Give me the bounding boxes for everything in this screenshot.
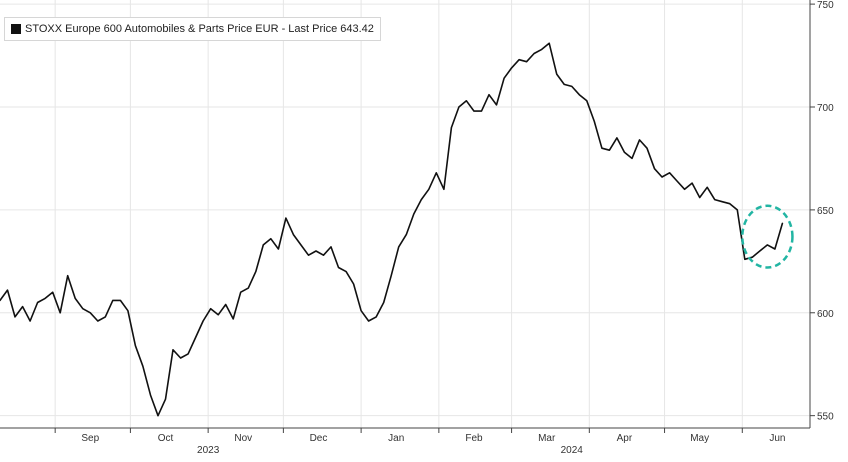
x-month-label: Dec — [310, 433, 328, 444]
x-month-label: Feb — [465, 433, 483, 444]
x-month-label: Mar — [538, 433, 556, 444]
x-month-label: May — [690, 433, 709, 444]
y-tick-label: 700 — [817, 103, 834, 114]
legend: STOXX Europe 600 Automobiles & Parts Pri… — [4, 17, 381, 41]
highlight-circle — [741, 204, 794, 269]
series-layer — [0, 42, 784, 417]
axis-layer: 550 600 650 700 750 Sep Oct Nov Dec Jan Feb Mar Apr M… — [0, 0, 834, 456]
x-month-label: Apr — [617, 433, 633, 444]
y-tick-label: 550 — [817, 412, 834, 423]
price-line — [0, 42, 784, 417]
x-month-label: Jan — [388, 433, 404, 444]
y-tick-label: 650 — [817, 206, 834, 217]
legend-label: STOXX Europe 600 Automobiles & Parts Pri… — [25, 23, 374, 35]
x-year-label: 2023 — [197, 445, 220, 456]
x-month-label: Nov — [234, 433, 252, 444]
annotation-layer — [741, 204, 794, 269]
legend-swatch — [11, 24, 21, 34]
x-month-label: Sep — [81, 433, 99, 444]
x-month-label: Jun — [769, 433, 785, 444]
grid-layer — [0, 0, 810, 428]
x-year-label: 2024 — [561, 445, 584, 456]
y-tick-label: 600 — [817, 309, 834, 320]
y-tick-label: 750 — [817, 0, 834, 11]
x-month-label: Oct — [158, 433, 174, 444]
